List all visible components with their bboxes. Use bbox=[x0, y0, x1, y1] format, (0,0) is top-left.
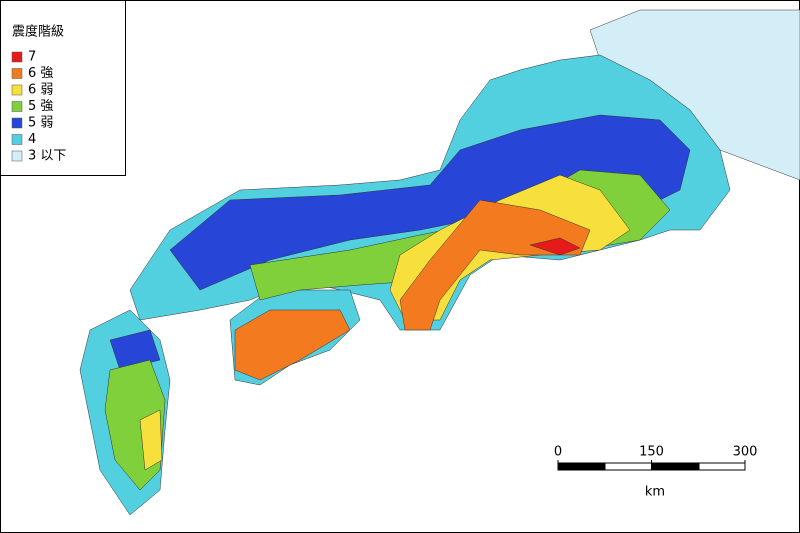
scale-unit: km bbox=[645, 485, 665, 500]
scale-label: 150 bbox=[639, 445, 664, 460]
legend-label: 7 bbox=[28, 50, 36, 65]
region bbox=[169, 114, 691, 291]
legend-label: 4 bbox=[28, 132, 36, 147]
legend-title: 震度階級 bbox=[12, 24, 64, 40]
region bbox=[139, 409, 163, 471]
legend-box bbox=[0, 0, 126, 176]
legend-label: 5 強 bbox=[28, 99, 53, 114]
legend-swatch bbox=[11, 68, 23, 79]
region bbox=[399, 199, 591, 331]
legend-swatch bbox=[11, 84, 23, 96]
region bbox=[109, 329, 161, 371]
legend: 76 強 6 弱5 強 5 弱4 3 以下 bbox=[11, 50, 66, 164]
legend-swatch bbox=[11, 134, 23, 145]
scale-segment bbox=[698, 462, 746, 471]
legend-label: 6 弱 bbox=[28, 83, 53, 98]
scale-label: 0 bbox=[554, 445, 562, 460]
legend-swatch bbox=[11, 101, 23, 112]
legend-label: 3 以下 bbox=[28, 149, 66, 164]
region bbox=[234, 309, 351, 381]
legend-swatch bbox=[11, 117, 23, 129]
legend-label: 6 強 bbox=[28, 66, 53, 81]
scale-segment bbox=[557, 462, 606, 471]
legend-swatch bbox=[11, 150, 23, 162]
legend-swatch bbox=[11, 51, 23, 63]
scale-label: 300 bbox=[733, 445, 758, 460]
scale-bar: 0 150 300 bbox=[554, 445, 758, 471]
legend-label: 5 弱 bbox=[28, 116, 53, 131]
scale-segment bbox=[604, 462, 653, 471]
landmass bbox=[79, 9, 800, 516]
region bbox=[529, 237, 581, 256]
scale-segment bbox=[651, 462, 700, 471]
